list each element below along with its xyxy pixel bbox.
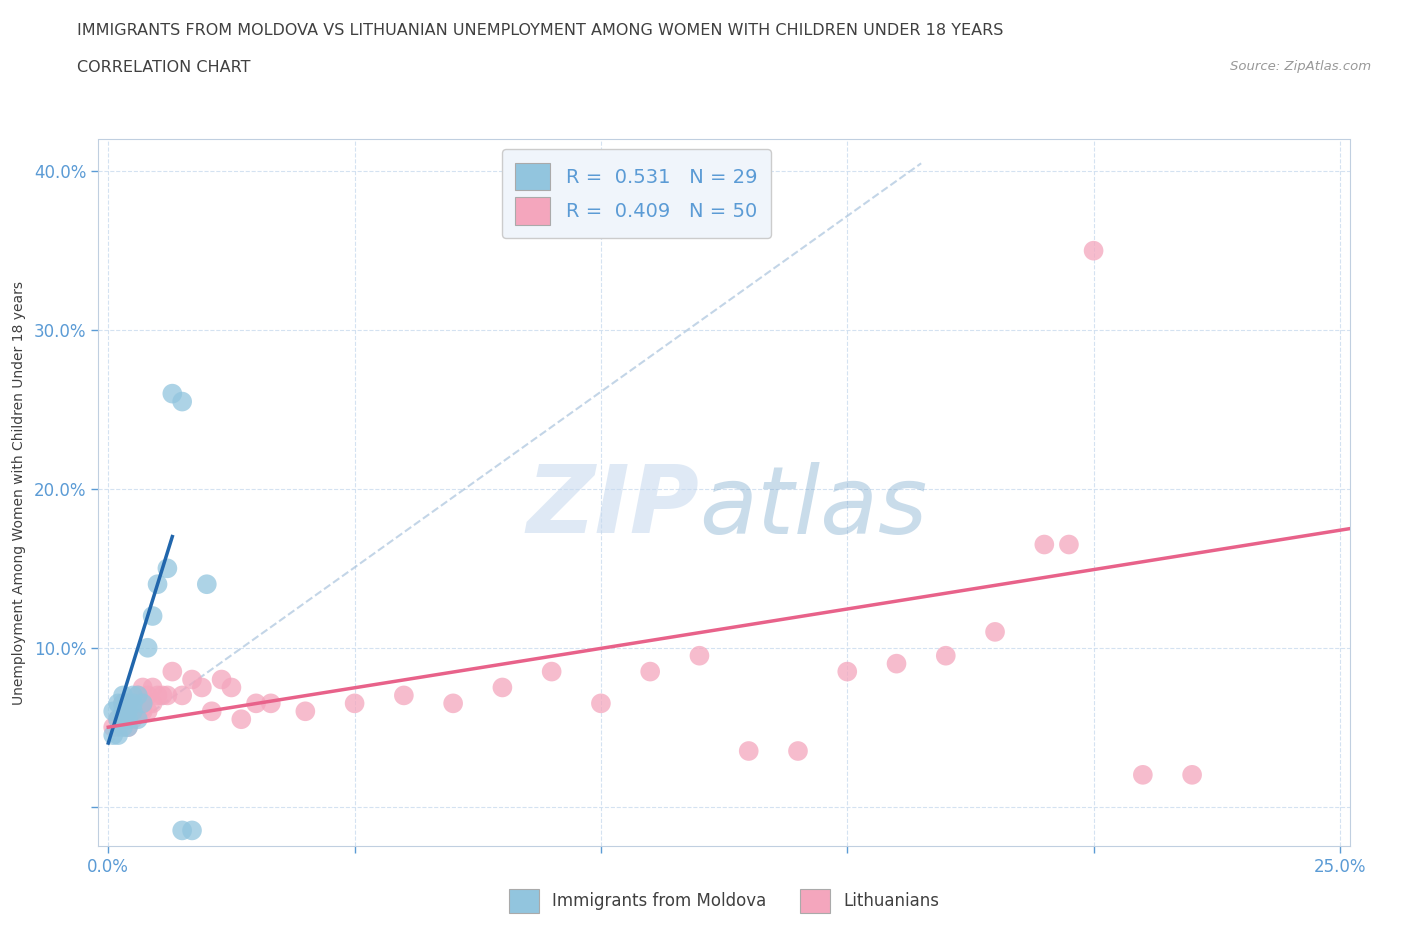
Point <box>136 704 159 719</box>
Point <box>107 711 129 726</box>
Point <box>156 561 179 576</box>
Y-axis label: Unemployment Among Women with Children Under 18 years: Unemployment Among Women with Children U… <box>11 281 25 705</box>
Point <box>738 744 761 759</box>
Point <box>132 704 155 719</box>
Point <box>211 672 233 687</box>
Point <box>142 608 165 623</box>
Point <box>107 696 129 711</box>
Point <box>127 711 149 726</box>
Point <box>122 688 145 703</box>
Point <box>491 680 513 695</box>
Point <box>127 688 149 703</box>
Point <box>172 394 194 409</box>
Point <box>837 664 859 679</box>
Text: CORRELATION CHART: CORRELATION CHART <box>77 60 250 75</box>
Point <box>136 688 159 703</box>
Point <box>117 720 139 735</box>
Point <box>195 577 218 591</box>
Point <box>117 696 139 711</box>
Point <box>117 696 139 711</box>
Point <box>1181 767 1204 782</box>
Point <box>146 577 169 591</box>
Point <box>181 823 204 838</box>
Text: atlas: atlas <box>699 461 928 552</box>
Point <box>142 696 165 711</box>
Point <box>127 688 149 703</box>
Point <box>103 720 125 735</box>
Point <box>152 688 174 703</box>
Point <box>146 688 169 703</box>
Point <box>886 657 908 671</box>
Point <box>201 704 224 719</box>
Text: ZIP: ZIP <box>526 461 699 553</box>
Point <box>117 720 139 735</box>
Point <box>245 696 267 711</box>
Text: IMMIGRANTS FROM MOLDOVA VS LITHUANIAN UNEMPLOYMENT AMONG WOMEN WITH CHILDREN UND: IMMIGRANTS FROM MOLDOVA VS LITHUANIAN UN… <box>77 23 1004 38</box>
Point <box>117 704 139 719</box>
Point <box>162 664 184 679</box>
Point <box>132 696 155 711</box>
Point <box>122 696 145 711</box>
Point <box>112 688 135 703</box>
Point <box>1033 538 1056 552</box>
Point <box>112 696 135 711</box>
Point <box>392 688 415 703</box>
Point <box>260 696 283 711</box>
Point <box>112 711 135 726</box>
Point <box>122 704 145 719</box>
Point <box>117 711 139 726</box>
Point <box>156 688 179 703</box>
Text: Source: ZipAtlas.com: Source: ZipAtlas.com <box>1230 60 1371 73</box>
Point <box>1057 538 1080 552</box>
Point <box>132 680 155 695</box>
Point <box>181 672 204 687</box>
Point <box>107 727 129 742</box>
Point <box>136 641 159 656</box>
Point <box>112 704 135 719</box>
Point <box>984 624 1007 639</box>
Point <box>935 648 957 663</box>
Point <box>787 744 810 759</box>
Point <box>540 664 562 679</box>
Point <box>107 711 129 726</box>
Point <box>112 720 135 735</box>
Point <box>191 680 214 695</box>
Point <box>103 727 125 742</box>
Point <box>172 688 194 703</box>
Point <box>1132 767 1154 782</box>
Point <box>122 696 145 711</box>
Point <box>112 711 135 726</box>
Point <box>441 696 464 711</box>
Point <box>231 711 253 726</box>
Legend: Immigrants from Moldova, Lithuanians: Immigrants from Moldova, Lithuanians <box>502 883 946 919</box>
Point <box>1083 244 1105 259</box>
Point <box>132 696 155 711</box>
Point <box>688 648 710 663</box>
Point <box>172 823 194 838</box>
Point <box>103 704 125 719</box>
Point <box>112 696 135 711</box>
Point <box>589 696 612 711</box>
Point <box>343 696 366 711</box>
Point <box>294 704 316 719</box>
Point <box>162 386 184 401</box>
Point <box>638 664 661 679</box>
Point <box>127 704 149 719</box>
Point <box>122 711 145 726</box>
Point <box>221 680 243 695</box>
Point <box>142 680 165 695</box>
